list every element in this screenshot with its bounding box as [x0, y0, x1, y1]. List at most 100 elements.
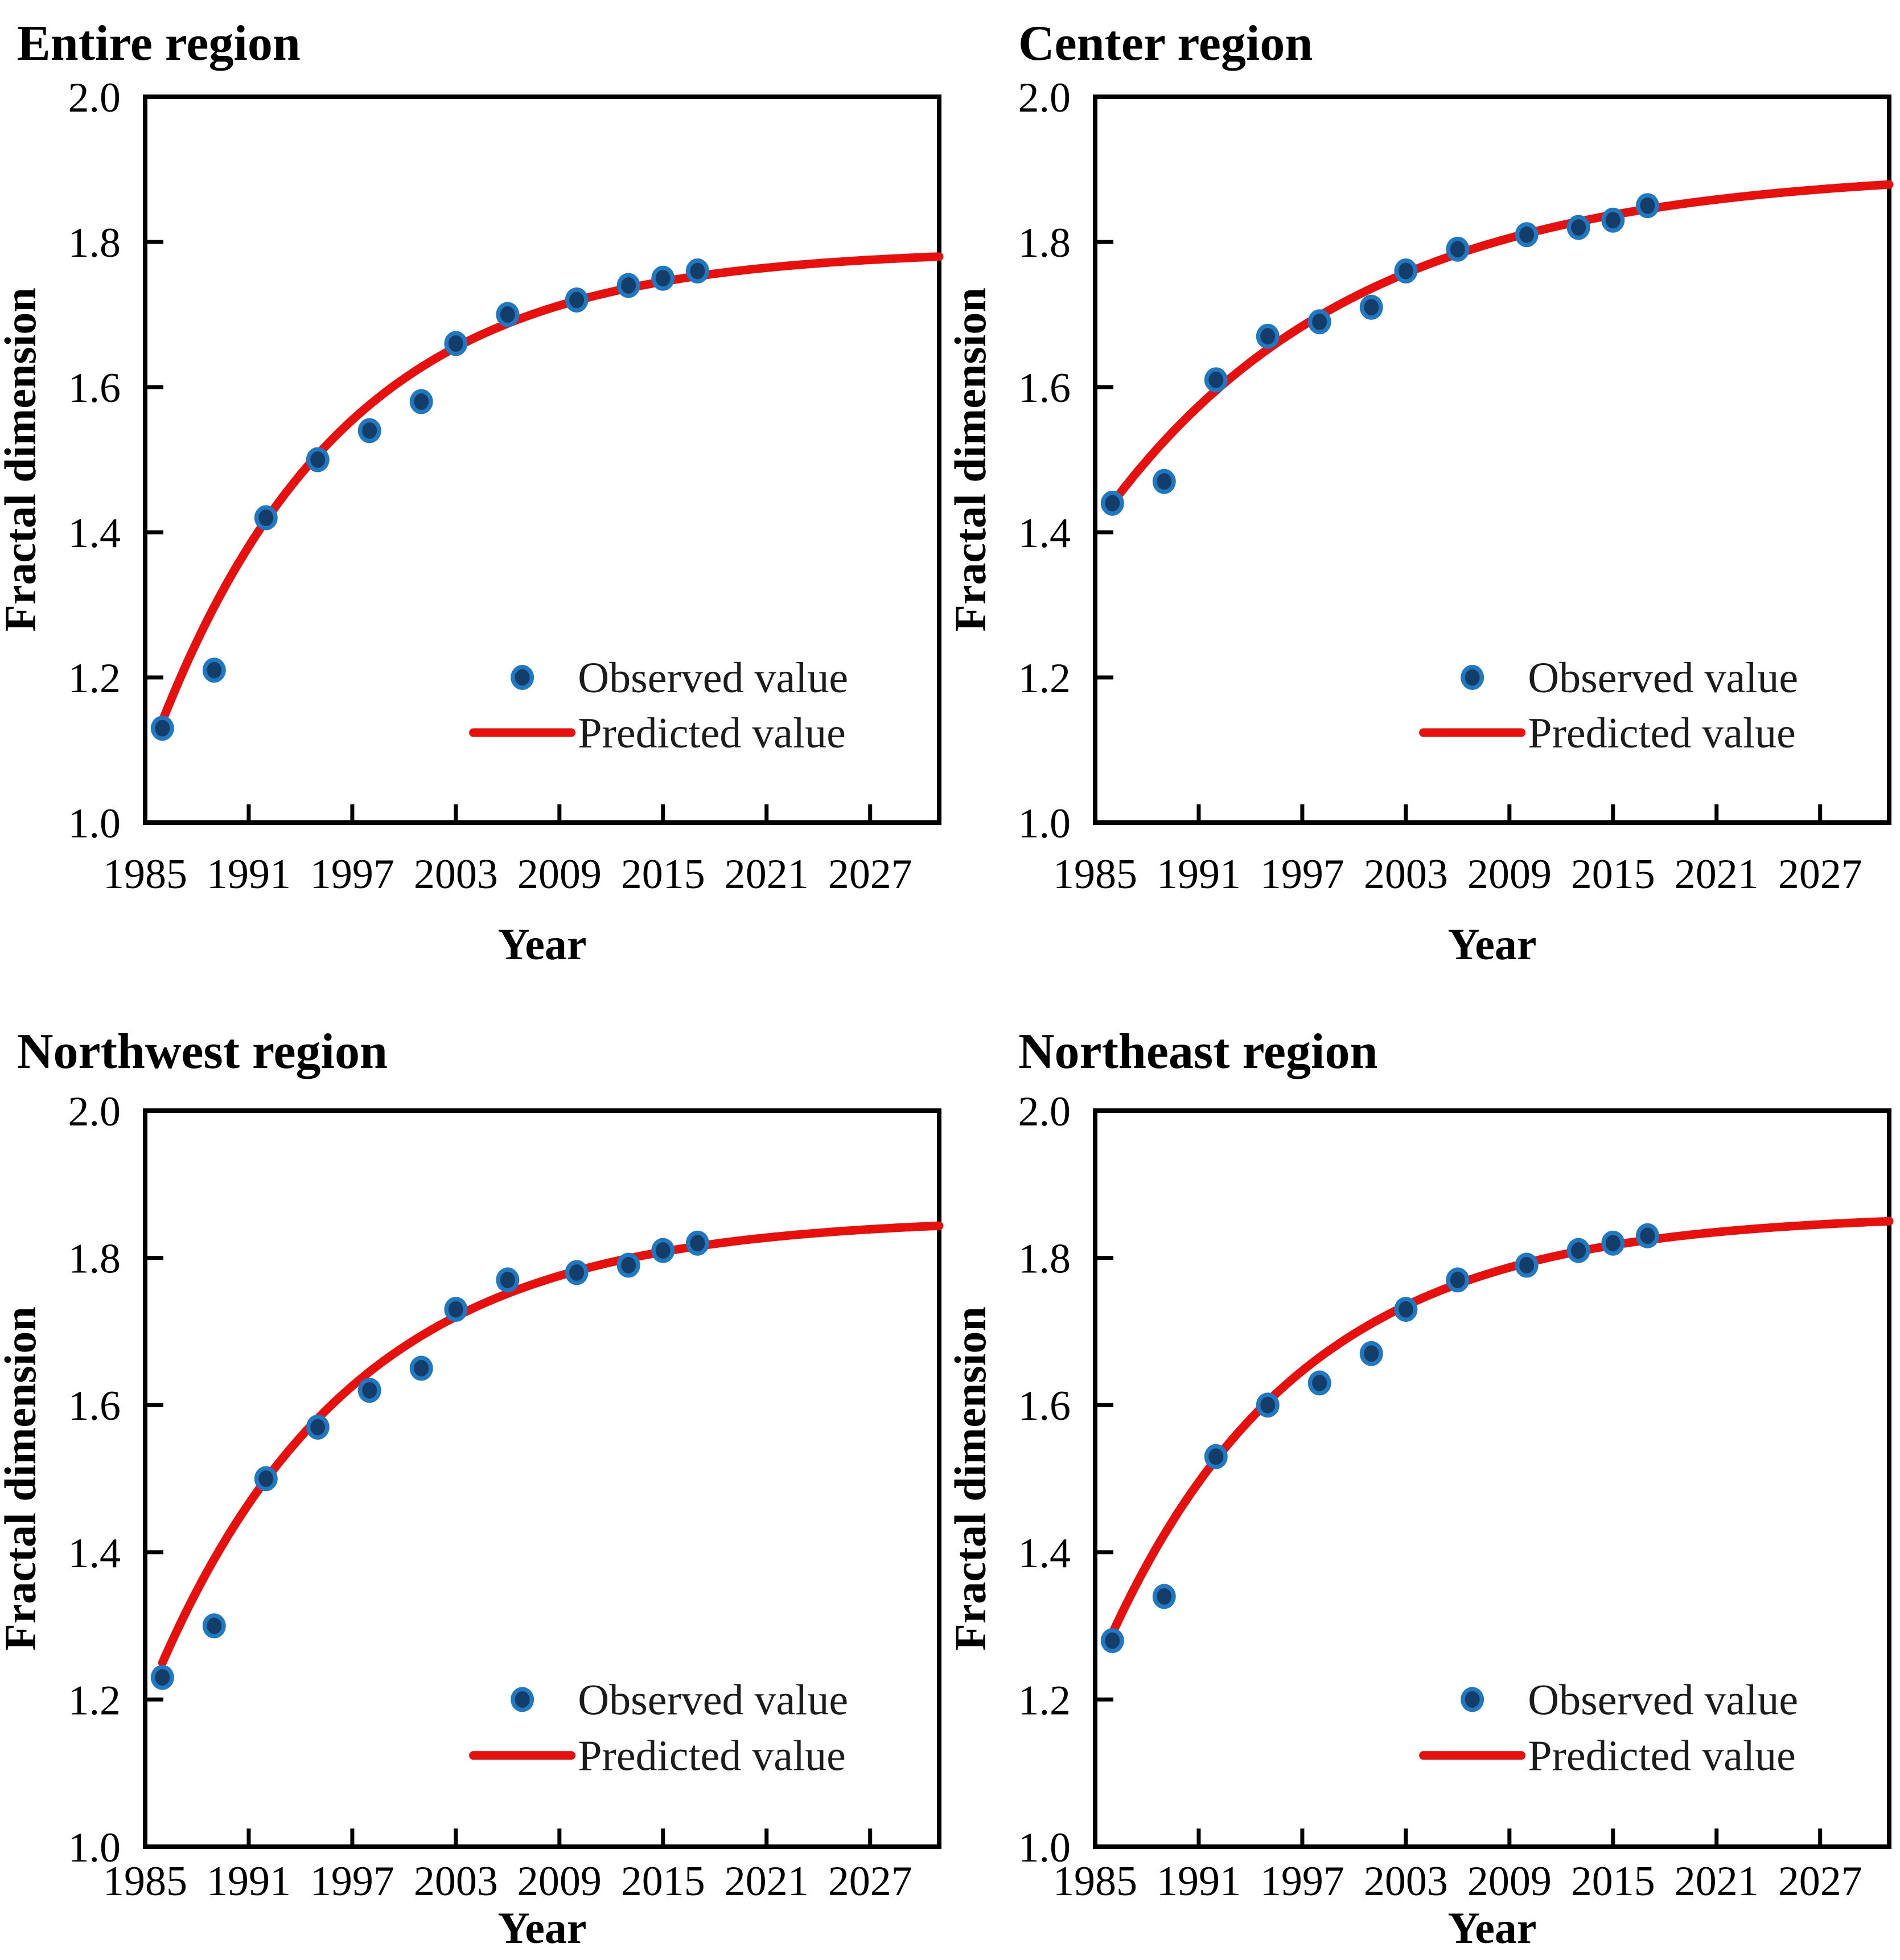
chart-title: Northeast region	[1018, 1024, 1377, 1079]
y-tick-label: 1.6	[68, 365, 121, 412]
x-tick-label: 1985	[103, 1858, 187, 1905]
x-axis-title: Year	[1448, 1903, 1537, 1953]
observed-point-core	[1605, 212, 1621, 229]
x-tick-label: 2021	[1675, 851, 1759, 898]
legend-predicted-label: Predicted value	[578, 1732, 846, 1780]
plot-border	[143, 94, 941, 825]
y-tick-label: 1.4	[68, 510, 121, 557]
observed-point-core	[1208, 1448, 1224, 1465]
y-axis-title: Fractal dimension	[0, 287, 45, 631]
y-tick-label: 1.4	[68, 1530, 121, 1577]
observed-point-core	[1571, 1242, 1586, 1259]
y-tick-label: 2.0	[1018, 75, 1071, 121]
x-tick-label: 1985	[103, 851, 187, 898]
y-tick-label: 1.0	[1018, 1825, 1071, 1871]
x-tick-label: 1985	[1053, 1858, 1137, 1905]
plot-border	[1093, 1108, 1891, 1849]
observed-point-core	[448, 335, 463, 352]
observed-point-core	[258, 1470, 274, 1487]
y-tick-label: 1.6	[1018, 365, 1071, 412]
y-tick-label: 1.2	[68, 1677, 121, 1724]
y-tick-label: 1.2	[68, 655, 121, 702]
observed-point-core	[1571, 219, 1586, 236]
x-tick-label: 2021	[1675, 1858, 1759, 1905]
predicted-curve	[158, 252, 944, 725]
x-tick-label: 2009	[1467, 851, 1552, 898]
y-tick-label: 1.4	[1018, 510, 1071, 557]
observed-point-core	[569, 291, 585, 309]
y-tick-label: 1.2	[1018, 655, 1071, 702]
chart-entire-region: Entire region 1.0 1.2 1.4 1.6 1.8 2.0 1985 1991 1…	[0, 16, 944, 969]
chart-northeast-region: Northeast region 1.0 1.2 1.4 1.6 1.8 2.0 1985 19…	[950, 1024, 1894, 1953]
observed-point-core	[1105, 1632, 1120, 1649]
observed-point-core	[1157, 473, 1172, 490]
observed-point-core	[655, 1242, 671, 1259]
observed-point-core	[1260, 1396, 1276, 1413]
observed-point-core	[414, 1360, 429, 1377]
legend-observed-marker-core	[515, 669, 530, 686]
observed-point-core	[362, 422, 377, 439]
observed-point-core	[1450, 241, 1465, 258]
x-tick-label: 2027	[1778, 851, 1862, 898]
x-tick-label: 2009	[1467, 1858, 1552, 1905]
chart-cell-center-region: Center region 1.0 1.2 1.4 1.6 1.8 2.0 1985 1991 1…	[950, 0, 1900, 980]
x-tick-label: 1991	[1157, 851, 1241, 898]
x-tick-label: 1991	[207, 1858, 291, 1905]
observed-point-core	[1105, 495, 1120, 512]
y-tick-label: 2.0	[68, 75, 121, 121]
x-tick-label: 1997	[310, 1858, 394, 1905]
observed-point-core	[1398, 1301, 1413, 1318]
predicted-curve	[1108, 1217, 1894, 1638]
observed-point-core	[1208, 371, 1224, 388]
legend-observed-marker-core	[1465, 1691, 1480, 1708]
observed-point-core	[1640, 197, 1655, 214]
y-axis-title: Fractal dimension	[950, 287, 995, 631]
x-tick-label: 2009	[517, 851, 602, 898]
observed-point-core	[500, 306, 515, 323]
x-tick-label: 1991	[207, 851, 291, 898]
x-tick-label: 2003	[414, 1858, 498, 1905]
observed-point-core	[310, 451, 326, 468]
chart-cell-entire-region: Entire region 1.0 1.2 1.4 1.6 1.8 2.0 1985 1991 1…	[0, 0, 950, 980]
observed-point-core	[621, 277, 636, 294]
observed-point-core	[500, 1271, 515, 1288]
x-tick-label: 2021	[725, 1858, 809, 1905]
x-axis-title: Year	[498, 1903, 587, 1953]
y-tick-label: 1.6	[1018, 1383, 1071, 1429]
observed-point-core	[258, 509, 274, 526]
x-tick-label: 2015	[621, 1858, 705, 1905]
y-tick-label: 1.0	[68, 1825, 121, 1871]
x-axis-title: Year	[1448, 919, 1537, 969]
observed-point-core	[155, 720, 170, 737]
x-tick-label: 2027	[828, 1858, 912, 1905]
observed-point-core	[1605, 1235, 1621, 1252]
y-tick-label: 1.4	[1018, 1530, 1071, 1577]
legend-observed-label: Observed value	[1528, 654, 1798, 702]
y-tick-label: 1.8	[68, 220, 121, 266]
x-tick-label: 2027	[1778, 1858, 1862, 1905]
chart-cell-northeast-region: Northeast region 1.0 1.2 1.4 1.6 1.8 2.0 1985 19…	[950, 980, 1900, 1960]
observed-point-core	[1312, 313, 1327, 330]
observed-point-core	[1157, 1588, 1172, 1605]
x-tick-label: 2015	[1571, 851, 1655, 898]
x-tick-label: 2015	[1571, 1858, 1655, 1905]
x-tick-label: 2015	[621, 851, 705, 898]
y-axis-title: Fractal dimension	[0, 1306, 45, 1650]
chart-cell-northwest-region: Northwest region 1.0 1.2 1.4 1.6 1.8 2.0 1985 19…	[0, 980, 950, 1960]
observed-point-core	[414, 393, 429, 410]
predicted-curve	[158, 1221, 944, 1667]
x-tick-label: 1997	[1260, 1858, 1344, 1905]
observed-point-core	[362, 1382, 377, 1399]
observed-point-core	[1450, 1271, 1465, 1288]
x-tick-label: 1985	[1053, 851, 1137, 898]
y-tick-label: 1.8	[68, 1236, 121, 1283]
legend-observed-label: Observed value	[1528, 1676, 1798, 1724]
observed-point-core	[1398, 262, 1413, 280]
y-tick-label: 2.0	[68, 1088, 121, 1135]
y-tick-label: 1.8	[1018, 1236, 1071, 1283]
chart-center-region: Center region 1.0 1.2 1.4 1.6 1.8 2.0 1985 1991 1…	[950, 16, 1894, 969]
x-tick-label: 2003	[1364, 1858, 1448, 1905]
legend-predicted-label: Predicted value	[1528, 1732, 1796, 1780]
observed-point-core	[1312, 1374, 1327, 1391]
